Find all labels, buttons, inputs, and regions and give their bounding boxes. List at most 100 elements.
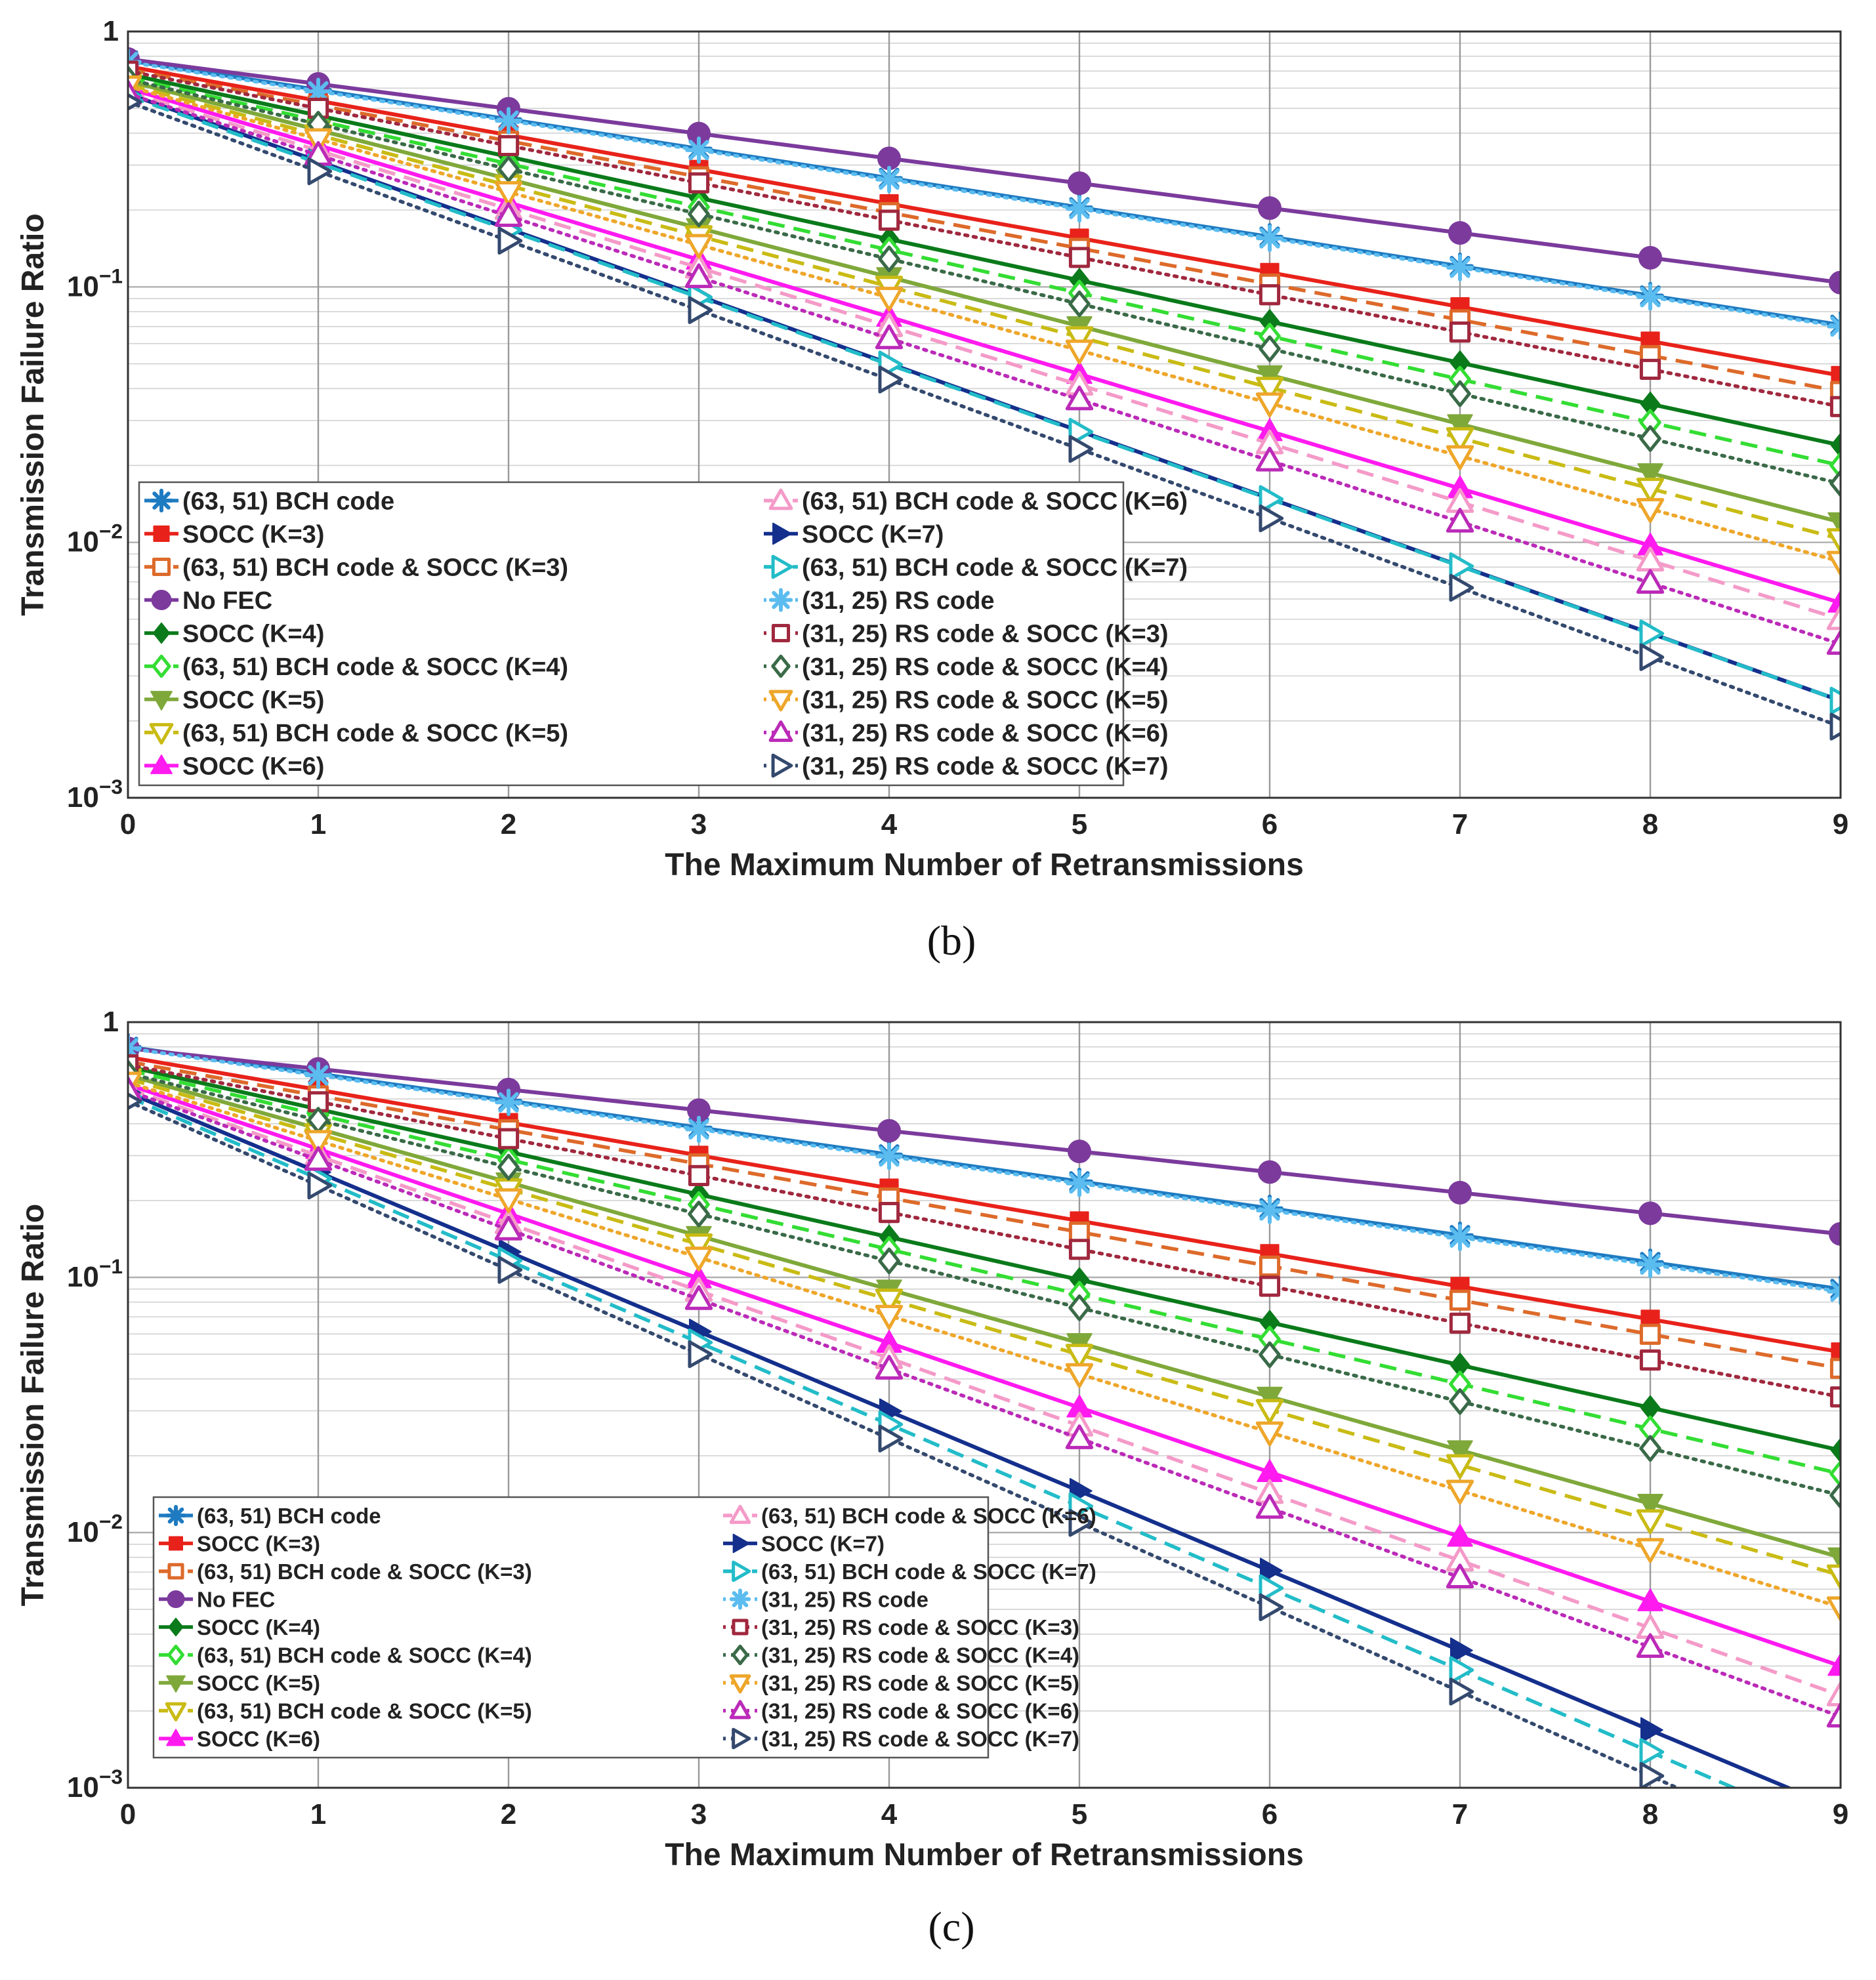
data-point (1068, 1239, 1091, 1260)
legend-marker (729, 1588, 751, 1610)
series-15 (128, 1071, 1841, 1621)
data-point (1829, 712, 1841, 741)
data-point (1829, 1460, 1841, 1487)
series-line (128, 1081, 1841, 1609)
data-point (494, 1216, 523, 1241)
data-point (1449, 1656, 1474, 1684)
axes-box (127, 30, 1842, 799)
data-point (1826, 1564, 1841, 1590)
data-point (1449, 1637, 1473, 1664)
data-point (1639, 1738, 1665, 1766)
data-point (1636, 1509, 1665, 1535)
legend-item: SOCC (K=3) (144, 521, 324, 548)
y-tick-label: 10−2 (67, 520, 123, 558)
series-line (128, 1088, 1841, 1719)
legend-item: SOCC (K=7) (723, 1531, 885, 1556)
legend-marker (729, 1700, 751, 1720)
series-line (128, 86, 1841, 605)
legend-marker (768, 488, 793, 510)
legend-label: (31, 25) RS code & SOCC (K=6) (802, 720, 1169, 747)
legend-item: (31, 25) RS code & SOCC (K=7) (723, 1727, 1079, 1751)
data-point (1068, 1509, 1094, 1537)
legend-marker (731, 1644, 749, 1666)
data-point (128, 75, 142, 100)
data-point (875, 1355, 904, 1380)
legend-marker (167, 1563, 184, 1580)
legend-item: (31, 25) RS code & SOCC (K=7) (764, 753, 1169, 781)
legend-item: (31, 25) RS code & SOCC (K=6) (764, 720, 1169, 747)
legend-marker (772, 522, 792, 545)
legend-marker (165, 1702, 187, 1722)
legend-marker (152, 654, 171, 678)
data-point (1446, 1454, 1474, 1479)
series-12 (128, 48, 1841, 340)
y-tick-label: 10−2 (67, 1510, 123, 1548)
legend-item: (31, 25) RS code (764, 587, 995, 615)
data-point (497, 1128, 520, 1149)
data-point (1639, 425, 1661, 452)
data-point (1638, 245, 1662, 270)
series-line (128, 1068, 1841, 1476)
series-line (128, 1044, 1841, 1291)
series-line (128, 83, 1841, 541)
data-point (304, 1145, 333, 1171)
data-point (1449, 1388, 1471, 1415)
legend-item: (63, 51) BCH code & SOCC (K=5) (159, 1699, 532, 1723)
data-point (1829, 1222, 1841, 1246)
data-point (1446, 445, 1474, 470)
data-point (684, 1285, 713, 1310)
series-line (128, 1099, 1682, 1788)
legend-label: (63, 51) BCH code & SOCC (K=6) (802, 488, 1188, 516)
data-point (1449, 573, 1474, 602)
data-point (1256, 1197, 1283, 1224)
legend-label: (63, 51) BCH code & SOCC (K=7) (802, 554, 1188, 582)
data-point (497, 226, 523, 255)
series-line (128, 1077, 1841, 1577)
data-point (1068, 435, 1094, 463)
legend-item: No FEC (159, 1587, 275, 1611)
series-line (128, 94, 1841, 703)
data-point (497, 155, 520, 183)
data-point (128, 1034, 142, 1062)
series-15 (128, 75, 1841, 576)
legend-item: (31, 25) RS code & SOCC (K=3) (764, 621, 1169, 648)
legend-marker (768, 690, 793, 712)
data-point (1447, 1440, 1473, 1464)
x-tick-label: 1 (310, 808, 326, 840)
series-17 (128, 93, 1841, 741)
data-point (1066, 195, 1093, 223)
legend-label: SOCC (K=6) (182, 753, 324, 781)
data-point (1447, 1523, 1473, 1547)
legend-marker (149, 488, 174, 513)
series-line (128, 60, 1841, 329)
data-point (495, 1088, 522, 1117)
data-point (1255, 1399, 1284, 1424)
data-point (688, 172, 710, 194)
data-point (688, 1201, 710, 1227)
legend-label: (63, 51) BCH code & SOCC (K=6) (761, 1504, 1096, 1528)
legend-box (138, 481, 1125, 787)
legend-label: SOCC (K=4) (197, 1615, 320, 1640)
legend-marker (168, 1617, 184, 1637)
data-point (1827, 1547, 1841, 1571)
legend-label: (31, 25) RS code & SOCC (K=7) (761, 1727, 1079, 1751)
legend-marker (166, 1729, 186, 1746)
data-point (1830, 1437, 1841, 1463)
legend-item: (63, 51) BCH code & SOCC (K=6) (723, 1504, 1096, 1528)
data-point (684, 234, 713, 259)
series-line (128, 1060, 1841, 1371)
data-point (1259, 1557, 1283, 1584)
data-point (1829, 686, 1841, 715)
legend-item: SOCC (K=5) (144, 687, 324, 714)
data-point (1259, 335, 1281, 362)
panel-c: 0 1 2 3 4 5 6 7 8 9 1 10−1 10−2 10−3 The Maximum Numbe… (16, 1006, 1848, 1872)
data-point (1446, 1224, 1474, 1252)
data-point (1065, 1344, 1094, 1369)
series-line (128, 1073, 1841, 1559)
legend-marker (771, 753, 793, 778)
series-line (128, 1046, 1841, 1294)
y-tick-label: 10−1 (67, 264, 123, 302)
legend-label: (31, 25) RS code & SOCC (K=6) (761, 1699, 1079, 1723)
data-point (685, 1115, 713, 1144)
legend-marker (771, 654, 791, 678)
